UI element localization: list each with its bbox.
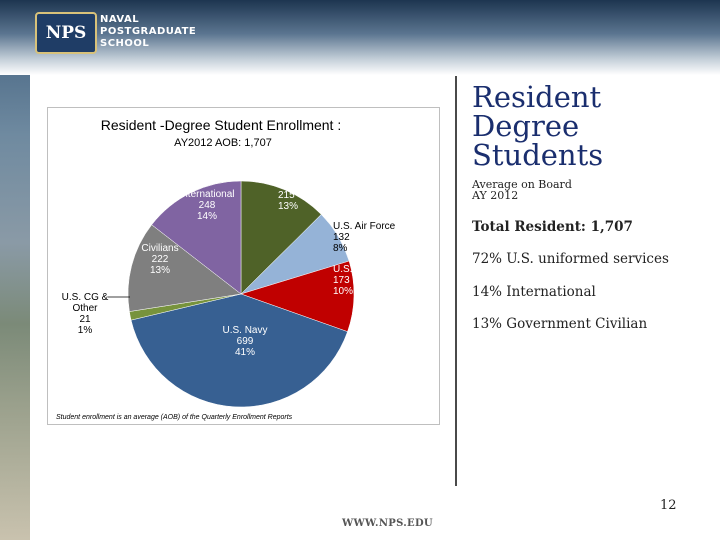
stat-uniformed: 72% U.S. uniformed services <box>472 251 669 267</box>
subtitle-line: AY 2012 <box>472 189 519 202</box>
slice-label-value-u-s-cg-other: 21 <box>79 314 91 325</box>
pie-chart: Resident -Degree Student Enrollment : AY2… <box>56 117 396 421</box>
header-banner: NPS NAVAL POSTGRADUATE SCHOOL <box>0 0 720 75</box>
school-name-line: POSTGRADUATE <box>100 26 197 37</box>
chart-subtitle: AY2012 AOB: 1,707 <box>174 137 272 149</box>
slice-label-percent-u-s-air-force: 8% <box>333 243 348 254</box>
slice-label-value-u-s-marines: 173 <box>333 275 350 286</box>
slide-title: Resident Degree Students <box>472 83 603 170</box>
title-line: Students <box>472 138 604 172</box>
pie-slice-u-s-navy <box>130 293 348 408</box>
pie-slice-u-s-marines <box>240 260 355 332</box>
title-line: Resident <box>472 80 602 114</box>
slice-label-name-u-s-marines: U.S. Marines <box>333 264 391 275</box>
slice-label-name-civilians: Civilians <box>141 243 178 254</box>
slice-label-percent-civilians: 13% <box>150 265 170 276</box>
pie-slice-international <box>151 180 242 295</box>
slide-subtitle: Average on Board AY 2012 <box>472 179 572 201</box>
slice-label-value-civilians: 222 <box>152 254 169 265</box>
chart-footnote: Student enrollment is an average (AOB) o… <box>56 414 293 421</box>
slice-label-name-international: International <box>179 189 234 200</box>
slice-label-value-u-s-navy: 699 <box>237 336 254 347</box>
slice-label-name-u-s-cg-other: Other <box>72 303 98 314</box>
slice-label-value-international: 248 <box>199 200 216 211</box>
school-name: NAVAL POSTGRADUATE SCHOOL <box>100 14 196 50</box>
pie-slice-civilians <box>127 224 242 312</box>
subtitle-line: Average on Board <box>472 178 572 191</box>
enrollment-chart: Resident -Degree Student Enrollment : AY2… <box>47 107 440 425</box>
slice-label-name-u-s-cg-other: U.S. CG & <box>62 292 109 303</box>
slice-label-name-u-s-air-force: U.S. Air Force <box>333 221 396 232</box>
vertical-divider <box>455 76 457 486</box>
school-name-line: NAVAL <box>100 14 140 25</box>
slice-label-percent-u-s-marines: 10% <box>333 286 353 297</box>
footer-url: WWW.NPS.EDU <box>342 518 433 529</box>
school-name-line: SCHOOL <box>100 38 150 49</box>
pie-slice-u-s-army <box>240 180 322 295</box>
chart-title: Resident -Degree Student Enrollment : <box>101 117 341 133</box>
slice-label-percent-u-s-navy: 41% <box>235 347 255 358</box>
slice-label-percent-international: 14% <box>197 211 217 222</box>
total-resident: Total Resident: 1,707 <box>472 219 633 235</box>
slice-label-percent-u-s-army: 13% <box>278 201 298 212</box>
slice-label-name-u-s-army: U.S. Army <box>278 179 323 190</box>
slice-label-value-u-s-air-force: 132 <box>333 232 350 243</box>
stat-international: 14% International <box>472 284 596 300</box>
slice-label-value-u-s-army: 215 <box>278 190 295 201</box>
title-line: Degree <box>472 109 580 143</box>
slice-label-percent-u-s-cg-other: 1% <box>78 325 93 336</box>
page-number: 12 <box>660 498 677 513</box>
campus-photo-strip <box>0 0 30 540</box>
nps-logo: NPS <box>35 12 97 54</box>
slice-label-name-u-s-navy: U.S. Navy <box>222 325 267 336</box>
stat-civilian: 13% Government Civilian <box>472 316 648 332</box>
